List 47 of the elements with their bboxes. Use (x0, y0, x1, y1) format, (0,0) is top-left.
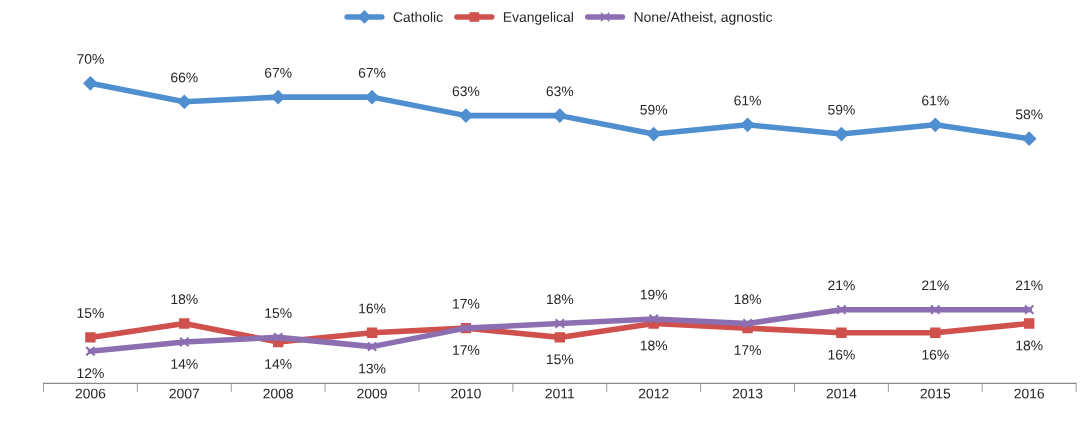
data-label: 70% (77, 54, 104, 64)
x-tick-label: 2014 (826, 388, 857, 399)
data-label: 15% (265, 308, 292, 318)
legend-label: Evangelical (503, 11, 573, 25)
data-label: 18% (640, 340, 668, 351)
x-tick-label: 2006 (75, 388, 106, 399)
x-tick-label: 2015 (920, 388, 951, 399)
data-label: 18% (1016, 340, 1043, 351)
data-label: 21% (922, 280, 949, 291)
data-label: 21% (1015, 280, 1043, 291)
data-label: 16% (828, 349, 855, 360)
data-label: 16% (922, 349, 949, 360)
x-tick-label: 2007 (169, 388, 200, 399)
data-label: 66% (171, 72, 198, 83)
data-label: 21% (828, 280, 855, 291)
data-label: 59% (640, 104, 668, 115)
data-label: 61% (734, 95, 761, 106)
legend-label: None/Atheist, agnostic (634, 11, 773, 25)
data-label: 67% (358, 67, 386, 78)
data-label: 17% (453, 345, 480, 355)
data-label: 13% (359, 363, 386, 374)
x-tick-label: 2012 (638, 388, 669, 399)
data-label: 19% (640, 289, 668, 300)
x-tick-label: 2010 (451, 388, 481, 399)
data-label: 15% (546, 354, 574, 365)
data-label: 61% (922, 95, 949, 106)
data-label: 16% (359, 303, 386, 314)
x-tick-label: 2013 (732, 388, 763, 399)
data-label: 14% (265, 359, 292, 369)
data-label: 67% (264, 67, 292, 78)
data-label: 17% (734, 345, 761, 355)
legend-label: Catholic (393, 11, 443, 22)
x-tick-label: 2011 (545, 388, 575, 399)
data-label: 18% (171, 294, 198, 305)
data-label: 17% (453, 298, 480, 309)
data-label: 58% (1015, 109, 1043, 120)
data-label: 18% (546, 294, 574, 305)
x-tick-label: 2016 (1014, 388, 1045, 399)
data-label: 15% (77, 308, 104, 318)
data-label: 63% (452, 86, 480, 97)
data-label: 59% (828, 104, 855, 115)
x-tick-label: 2008 (263, 388, 294, 399)
data-label: 63% (546, 86, 574, 97)
data-label: 12% (77, 368, 104, 379)
data-label: 18% (734, 294, 761, 305)
data-label: 14% (171, 359, 198, 369)
x-tick-label: 2009 (357, 388, 387, 399)
